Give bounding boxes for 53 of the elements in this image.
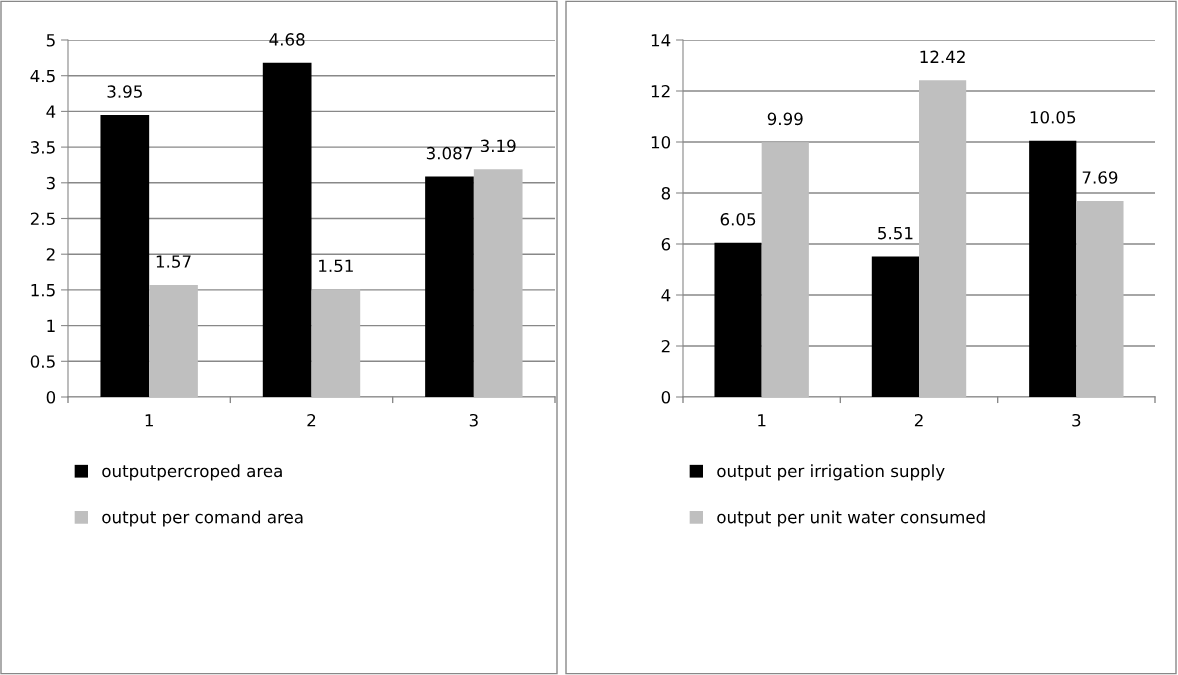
y-tick-label: 3.5 [30,141,55,154]
x-tick-label: 1 [145,414,153,427]
bar [262,62,312,397]
y-tick-label: 10 [651,135,671,149]
y-tick-label: 1 [47,319,55,332]
y-tick-label: 0.5 [30,355,55,368]
data-label: 1.51 [319,259,353,273]
data-label: 6.05 [720,213,756,226]
y-tick-label: 6 [661,237,671,251]
legend-label: output per comand area [102,510,303,527]
bar [1029,140,1077,397]
data-label: 7.69 [1082,171,1118,184]
y-tick-label: 8 [661,186,671,200]
y-tick-label: 2 [46,248,55,261]
x-tick-label: 2 [914,413,923,427]
y-tick-label: 2 [661,339,670,353]
data-label: 3.19 [480,139,516,153]
bar [473,169,523,397]
data-label: 1.57 [156,255,191,268]
y-tick-label: 0 [661,390,671,404]
x-tick-label: 1 [758,414,766,427]
data-label: 10.05 [1030,111,1076,124]
data-label: 3.95 [107,85,142,98]
y-tick-label: 2.5 [30,212,55,226]
y-tick-label: 4.5 [30,69,55,83]
y-tick-label: 5 [46,34,55,47]
x-tick-label: 2 [307,413,316,427]
y-tick-label: 14 [651,34,671,47]
y-tick-label: 4 [661,289,671,302]
y-tick-label: 3 [46,176,55,190]
x-tick-label: 3 [1072,413,1081,427]
legend-label: output per unit water consumed [717,510,985,527]
bar [761,142,809,397]
bar [714,242,762,397]
legend-label: output per irrigation supply [717,464,945,481]
data-label: 3.087 [426,146,472,160]
bar [871,256,919,397]
data-label: 4.68 [269,33,305,46]
data-label: 12.42 [920,50,965,63]
y-tick-label: 4 [46,105,56,118]
bar [425,176,474,397]
y-tick-label: 0 [46,390,56,404]
bar [149,284,198,397]
data-label: 9.99 [767,112,803,126]
x-tick-label: 3 [469,413,478,427]
bar [1076,200,1124,397]
data-label: 5.51 [878,226,913,240]
legend-label: outputpercroped area [102,464,282,481]
bar [100,114,150,397]
y-tick-label: 12 [651,84,670,98]
y-tick-label: 1.5 [31,284,55,297]
bar [311,289,361,397]
bar [919,80,967,397]
